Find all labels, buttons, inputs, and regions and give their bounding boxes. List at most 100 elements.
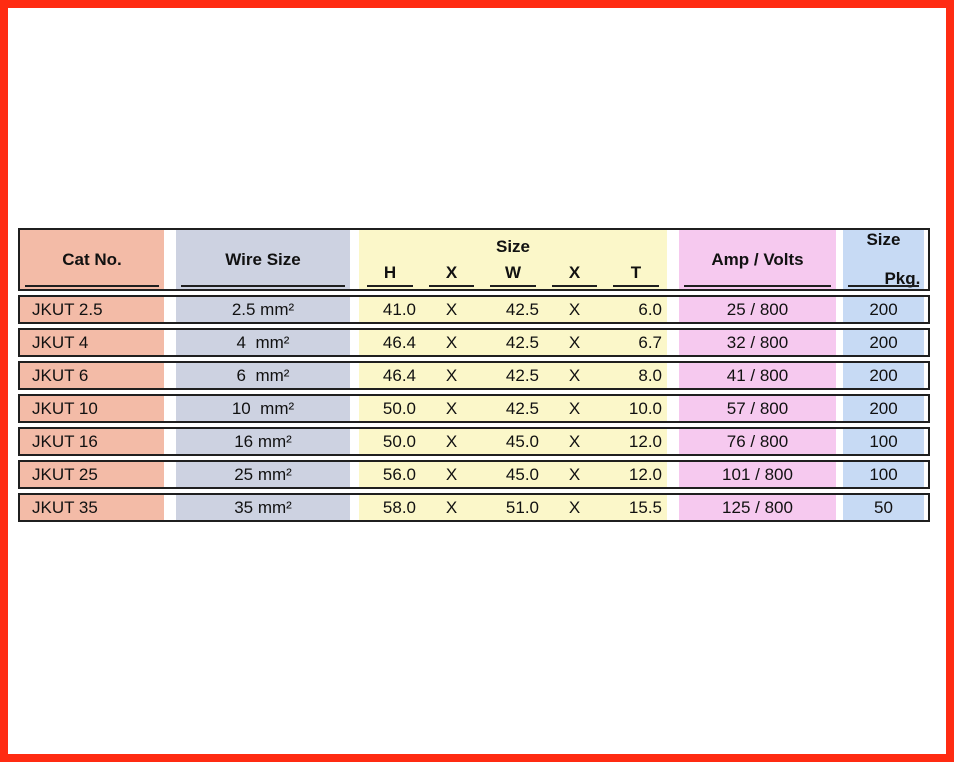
col-header-w: W (482, 257, 544, 289)
cell-size-w: 42.5 (482, 396, 544, 421)
column-gap (836, 429, 843, 454)
cell-x: X (544, 396, 605, 421)
column-gap (350, 297, 359, 322)
column-gap (350, 363, 359, 388)
size-sub-headers: H X W X T (359, 257, 667, 289)
column-gap (350, 230, 359, 289)
col-header-cat-no: Cat No. (20, 230, 164, 289)
cell-x: X (421, 495, 482, 520)
column-gap (836, 396, 843, 421)
cell-size-pkg: 200 (843, 297, 924, 322)
cell-size-pkg: 100 (843, 462, 924, 487)
cell-size-h: 46.4 (359, 363, 421, 388)
column-gap (836, 495, 843, 520)
cell-size-w: 45.0 (482, 462, 544, 487)
cell-wire-size: 35 mm² (176, 495, 350, 520)
row-edge (924, 396, 928, 421)
spec-table: Cat No. Wire Size Size H X W X T Amp / V… (18, 228, 930, 522)
cell-amp-volts: 32 / 800 (679, 330, 836, 355)
cell-size-h: 58.0 (359, 495, 421, 520)
cell-size-t: 6.7 (605, 330, 667, 355)
column-gap (350, 429, 359, 454)
cell-x: X (544, 429, 605, 454)
cell-amp-volts: 25 / 800 (679, 297, 836, 322)
column-gap (164, 363, 176, 388)
row-edge (924, 330, 928, 355)
cell-x: X (544, 330, 605, 355)
cell-x: X (421, 429, 482, 454)
column-gap (667, 495, 679, 520)
column-gap (164, 396, 176, 421)
col-header-size-group: Size H X W X T (359, 230, 667, 289)
column-gap (667, 330, 679, 355)
cell-wire-size: 2.5 mm² (176, 297, 350, 322)
column-gap (164, 495, 176, 520)
column-gap (350, 462, 359, 487)
cell-cat-no: JKUT 25 (20, 462, 164, 487)
table-row: JKUT 35 35 mm² 58.0 X 51.0 X 15.5 125 / … (18, 493, 930, 522)
cell-size-w: 42.5 (482, 363, 544, 388)
cell-wire-size: 6 mm² (176, 363, 350, 388)
col-header-x: X (544, 257, 605, 289)
cell-size-w: 42.5 (482, 330, 544, 355)
column-gap (667, 429, 679, 454)
column-gap (667, 230, 679, 289)
size-pkg-line1: Size (866, 230, 901, 250)
row-edge (924, 462, 928, 487)
row-edge (924, 495, 928, 520)
cell-amp-volts: 101 / 800 (679, 462, 836, 487)
column-gap (350, 495, 359, 520)
cell-cat-no: JKUT 6 (20, 363, 164, 388)
cell-amp-volts: 76 / 800 (679, 429, 836, 454)
col-header-t: T (605, 257, 667, 289)
column-gap (164, 297, 176, 322)
cell-cat-no: JKUT 16 (20, 429, 164, 454)
row-edge (924, 429, 928, 454)
row-edge (924, 230, 928, 289)
table-header-row: Cat No. Wire Size Size H X W X T Amp / V… (18, 228, 930, 291)
cell-x: X (544, 462, 605, 487)
size-group-title: Size (495, 237, 531, 256)
cell-size-h: 41.0 (359, 297, 421, 322)
cell-size-pkg: 200 (843, 396, 924, 421)
table-row: JKUT 6 6 mm² 46.4 X 42.5 X 8.0 41 / 800 … (18, 361, 930, 390)
cell-cat-no: JKUT 4 (20, 330, 164, 355)
col-header-h: H (359, 257, 421, 289)
column-gap (350, 330, 359, 355)
cell-x: X (421, 363, 482, 388)
cell-wire-size: 25 mm² (176, 462, 350, 487)
cell-size-t: 8.0 (605, 363, 667, 388)
cell-x: X (421, 330, 482, 355)
table-row: JKUT 16 16 mm² 50.0 X 45.0 X 12.0 76 / 8… (18, 427, 930, 456)
cell-size-pkg: 50 (843, 495, 924, 520)
column-gap (836, 462, 843, 487)
cell-wire-size: 4 mm² (176, 330, 350, 355)
column-gap (164, 429, 176, 454)
column-gap (164, 230, 176, 289)
cell-x: X (421, 462, 482, 487)
table-row: JKUT 4 4 mm² 46.4 X 42.5 X 6.7 32 / 800 … (18, 328, 930, 357)
cell-x: X (544, 363, 605, 388)
column-gap (836, 363, 843, 388)
cell-wire-size: 10 mm² (176, 396, 350, 421)
cell-size-w: 45.0 (482, 429, 544, 454)
cell-wire-size: 16 mm² (176, 429, 350, 454)
cell-x: X (544, 297, 605, 322)
cell-size-w: 51.0 (482, 495, 544, 520)
column-gap (836, 230, 843, 289)
cell-size-t: 12.0 (605, 462, 667, 487)
cell-size-pkg: 100 (843, 429, 924, 454)
cell-size-t: 10.0 (605, 396, 667, 421)
column-gap (350, 396, 359, 421)
cell-x: X (421, 396, 482, 421)
column-gap (667, 297, 679, 322)
column-gap (836, 297, 843, 322)
cell-size-h: 46.4 (359, 330, 421, 355)
cell-size-w: 42.5 (482, 297, 544, 322)
cell-size-t: 12.0 (605, 429, 667, 454)
col-header-wire-size: Wire Size (176, 230, 350, 289)
column-gap (667, 363, 679, 388)
cell-size-h: 50.0 (359, 429, 421, 454)
row-edge (924, 297, 928, 322)
cell-x: X (544, 495, 605, 520)
